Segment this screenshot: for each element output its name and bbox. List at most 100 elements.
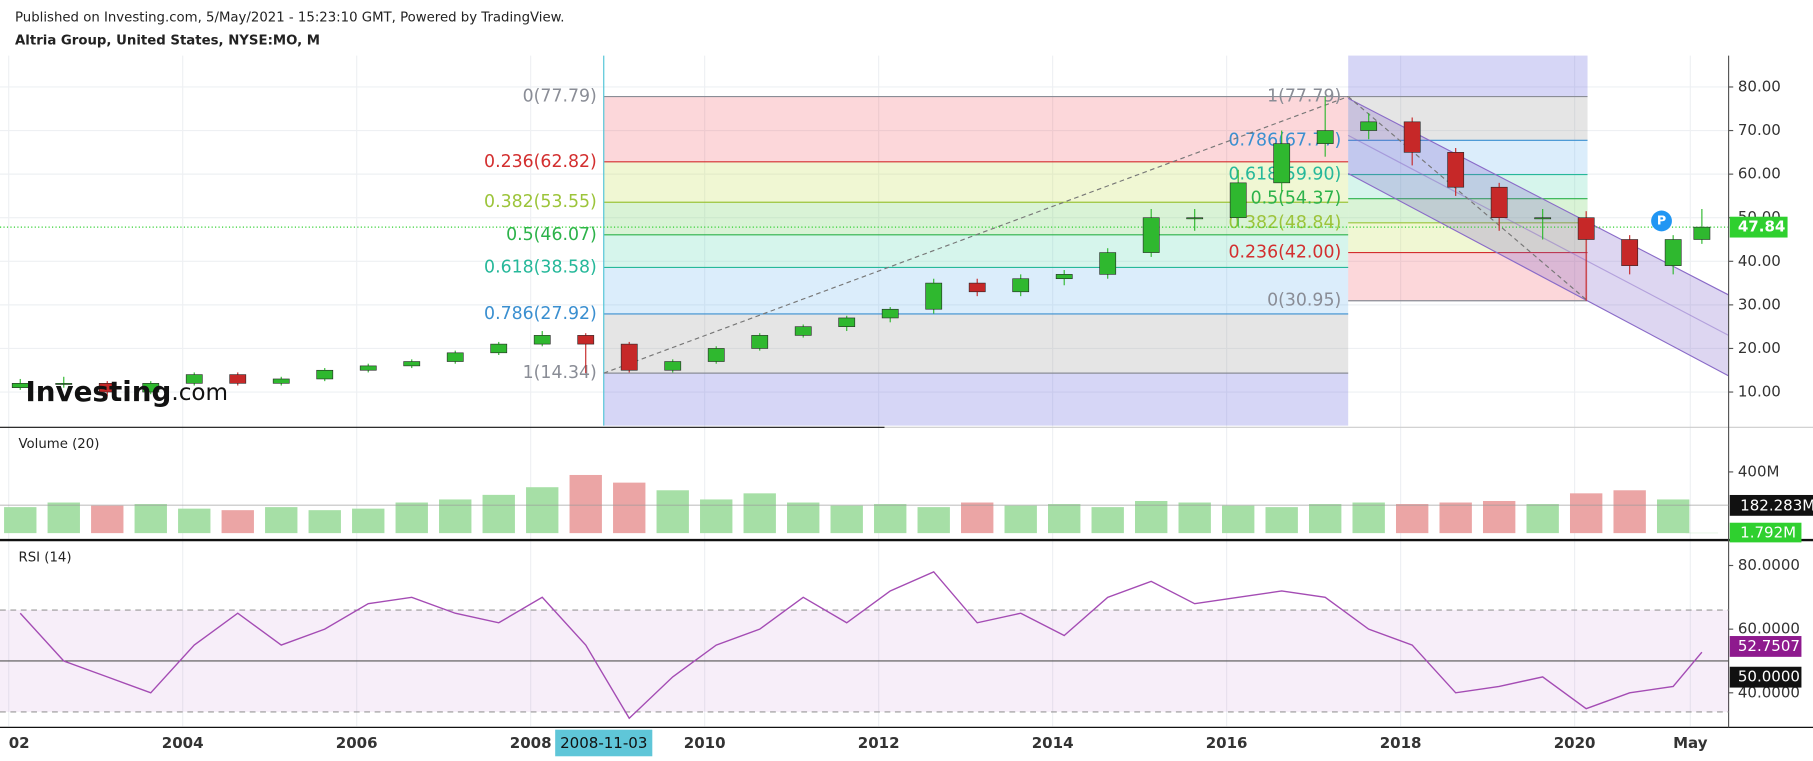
candle-body <box>1577 217 1595 240</box>
candle-body <box>272 378 290 384</box>
x-tick-label: 02 <box>9 734 30 752</box>
volume-bar <box>1309 504 1342 534</box>
volume-last-label: 1.792M <box>1740 524 1796 542</box>
candle-body <box>577 335 595 345</box>
fib-label: 0.5(46.07) <box>506 225 597 245</box>
candle-body <box>533 335 551 345</box>
candle-body <box>1186 217 1204 220</box>
volume-bar <box>352 508 385 534</box>
plot: 02 2004 2006 2008 2010 2012 2014 2016 2018 2020 Ma… <box>0 55 1813 757</box>
x-tick-label: 2018 <box>1380 734 1422 752</box>
fib-label: 0.382(48.84) <box>1229 213 1342 233</box>
fib-band <box>603 234 1349 268</box>
fib-band <box>1348 140 1588 175</box>
volume-bar <box>1352 502 1385 534</box>
volume-bar <box>1222 505 1255 534</box>
volume-bar <box>1178 502 1211 534</box>
volume-bar <box>613 482 646 534</box>
candle-body <box>925 282 943 310</box>
volume-bar <box>1526 504 1559 534</box>
candle-body <box>1360 121 1378 131</box>
volume-bar <box>1395 504 1429 534</box>
last-price-box <box>1729 216 1788 238</box>
x-tick-label: 2010 <box>684 734 726 752</box>
candle-body <box>1621 239 1639 266</box>
watermark-suffix: .com <box>171 380 228 406</box>
candle-body <box>98 383 116 393</box>
x-tick-label: May <box>1673 734 1708 752</box>
volume-bar <box>830 505 863 534</box>
volume-bar <box>961 502 994 534</box>
volume-bar <box>47 502 80 534</box>
rsi-tick-label: 60.0000 <box>1738 620 1800 638</box>
y-tick-label: 30.00 <box>1738 295 1781 313</box>
candle-body <box>1099 252 1117 275</box>
candle-body <box>403 361 421 367</box>
volume-bar <box>700 499 733 534</box>
candle-body <box>1403 121 1421 153</box>
rsi-line <box>19 571 1703 720</box>
volume-last-box <box>1729 522 1802 543</box>
fib-label: 0.618(38.58) <box>484 257 597 277</box>
candle-body <box>1273 143 1291 184</box>
volume-bar <box>1048 504 1081 534</box>
candle-body <box>1447 152 1465 188</box>
volume-bar <box>91 505 124 534</box>
candle-body <box>185 374 203 384</box>
candle-body <box>1490 186 1508 219</box>
fib-band <box>603 202 1349 235</box>
candle-body <box>1664 239 1682 266</box>
volume-bar <box>308 510 341 534</box>
volume-tick-label: 400M <box>1738 462 1780 480</box>
volume-bar <box>1265 507 1298 534</box>
candle-body <box>664 361 682 371</box>
fib-label: 0.236(62.82) <box>484 152 597 172</box>
x-tick-label: 2006 <box>336 734 378 752</box>
volume-bar <box>917 507 950 534</box>
symbol-title: Altria Group, United States, NYSE:MO, M <box>15 34 320 49</box>
candle-body <box>881 308 899 319</box>
volume-bar <box>134 504 167 534</box>
volume-title: Volume (20) <box>19 437 100 452</box>
fib-zone <box>1348 55 1588 97</box>
marker-icon <box>1651 210 1672 232</box>
rsi-last-box <box>1729 636 1802 657</box>
volume-bar <box>439 499 472 534</box>
fib-label: 0.5(54.37) <box>1251 189 1342 209</box>
channel-mid <box>1347 134 1729 336</box>
volume-bar <box>787 502 820 534</box>
candle-body <box>838 317 856 327</box>
candle-body <box>1142 217 1160 253</box>
trend-line <box>1347 96 1588 302</box>
candle-body <box>446 352 464 362</box>
candle-body <box>794 326 812 336</box>
candle-body <box>229 374 247 384</box>
x-tick-label: 2012 <box>858 734 900 752</box>
fib-label: 0(30.95) <box>1267 291 1341 311</box>
fib-label: 1(77.79) <box>1267 87 1341 107</box>
fib-label: 1(14.34) <box>523 363 597 383</box>
volume-bar <box>526 487 559 534</box>
rsi-mid-box <box>1729 666 1802 688</box>
volume-bar <box>1439 502 1472 534</box>
rsi-title: RSI (14) <box>19 550 72 565</box>
x-tick-label: 2014 <box>1032 734 1074 752</box>
crosshair-box <box>555 729 653 757</box>
fib-band <box>603 161 1349 203</box>
volume-bar <box>874 504 907 534</box>
channel-lower <box>1347 173 1729 377</box>
y-tick-label: 60.00 <box>1738 165 1781 183</box>
volume-bar <box>395 502 428 534</box>
x-tick-label: 2004 <box>162 734 204 752</box>
x-tick-label: 2020 <box>1554 734 1596 752</box>
volume-ma-label: 182.283M <box>1740 496 1813 514</box>
volume-bar <box>1135 500 1168 534</box>
volume-bar <box>265 507 298 534</box>
fib-band <box>1348 252 1588 301</box>
volume-bar <box>1613 490 1646 534</box>
volume-bar <box>4 507 37 534</box>
x-tick-label: 2016 <box>1206 734 1248 752</box>
candle-body <box>707 348 725 362</box>
